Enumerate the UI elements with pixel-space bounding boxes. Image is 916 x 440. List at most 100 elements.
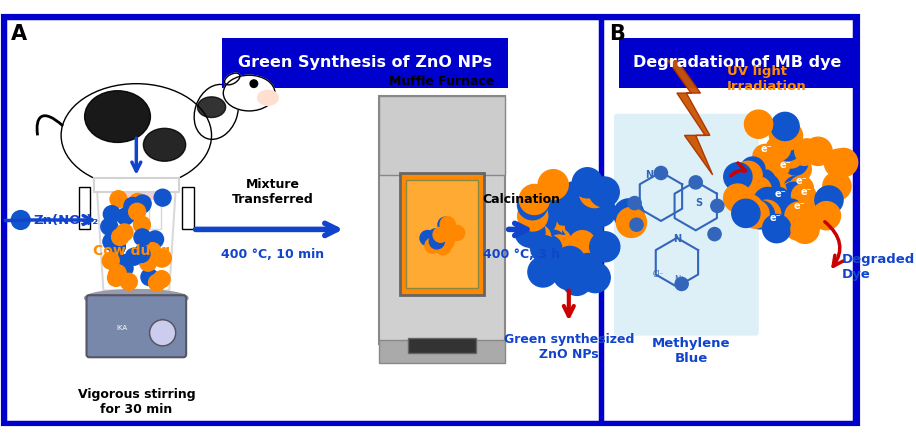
FancyBboxPatch shape [379, 96, 505, 175]
Circle shape [536, 235, 562, 262]
FancyBboxPatch shape [149, 187, 161, 229]
Circle shape [587, 199, 613, 226]
Text: e⁻: e⁻ [801, 187, 812, 197]
Circle shape [538, 170, 568, 200]
Circle shape [124, 198, 141, 214]
Circle shape [553, 260, 583, 290]
Circle shape [589, 177, 619, 207]
Text: B: B [609, 25, 625, 44]
Circle shape [125, 248, 142, 265]
Circle shape [535, 193, 562, 219]
Circle shape [780, 164, 805, 189]
Circle shape [787, 157, 812, 182]
Circle shape [565, 193, 591, 219]
Circle shape [103, 233, 120, 250]
Circle shape [540, 188, 567, 214]
Circle shape [766, 187, 790, 212]
Circle shape [771, 199, 799, 227]
Circle shape [431, 231, 446, 246]
Circle shape [771, 112, 799, 140]
Ellipse shape [84, 290, 188, 307]
Circle shape [108, 267, 125, 283]
Text: S: S [695, 198, 703, 208]
Ellipse shape [117, 180, 165, 200]
Circle shape [590, 232, 620, 262]
Circle shape [770, 158, 795, 182]
Circle shape [789, 211, 817, 239]
Circle shape [774, 122, 802, 150]
Circle shape [557, 219, 583, 246]
Circle shape [116, 224, 133, 241]
FancyBboxPatch shape [94, 178, 179, 192]
Circle shape [540, 227, 565, 253]
Circle shape [732, 199, 760, 227]
Circle shape [777, 157, 802, 182]
Text: Vigorous stirring
for 30 min: Vigorous stirring for 30 min [78, 388, 195, 415]
Circle shape [793, 194, 822, 222]
Circle shape [153, 250, 170, 267]
Text: e⁻: e⁻ [760, 144, 772, 154]
Text: Zn(NO₃)₂: Zn(NO₃)₂ [34, 213, 99, 227]
Circle shape [616, 207, 647, 238]
Circle shape [761, 179, 786, 203]
Text: Methylene
Blue: Methylene Blue [652, 337, 730, 365]
Circle shape [111, 253, 128, 270]
Circle shape [630, 218, 643, 231]
Circle shape [519, 184, 550, 215]
Circle shape [529, 195, 554, 222]
Text: e⁻: e⁻ [780, 161, 791, 170]
Circle shape [585, 196, 616, 227]
FancyBboxPatch shape [112, 187, 123, 229]
Circle shape [129, 194, 147, 210]
Text: N: N [673, 234, 681, 244]
Circle shape [753, 200, 780, 228]
Circle shape [780, 155, 804, 179]
Circle shape [110, 191, 127, 208]
Circle shape [741, 200, 769, 228]
Circle shape [528, 257, 558, 287]
Circle shape [433, 227, 448, 242]
Ellipse shape [224, 73, 240, 85]
Circle shape [107, 269, 125, 286]
Circle shape [104, 206, 120, 223]
Circle shape [133, 246, 150, 262]
Text: e⁻: e⁻ [775, 189, 786, 199]
Circle shape [562, 218, 588, 244]
Polygon shape [668, 60, 713, 175]
Circle shape [436, 240, 451, 255]
Circle shape [747, 177, 771, 202]
Circle shape [783, 150, 808, 175]
Circle shape [823, 172, 851, 200]
Circle shape [420, 231, 435, 246]
Circle shape [754, 187, 782, 216]
Circle shape [533, 218, 560, 244]
Circle shape [785, 202, 813, 230]
Text: 400 °C, 3 h: 400 °C, 3 h [484, 248, 561, 261]
Circle shape [535, 219, 562, 245]
Circle shape [776, 199, 804, 227]
FancyBboxPatch shape [406, 180, 477, 288]
Circle shape [438, 217, 453, 232]
Circle shape [558, 246, 584, 272]
Circle shape [529, 208, 556, 234]
FancyBboxPatch shape [379, 96, 505, 344]
Text: 400 °C, 10 min: 400 °C, 10 min [221, 248, 324, 261]
Circle shape [555, 246, 585, 276]
Text: A: A [11, 25, 27, 44]
Circle shape [815, 186, 843, 214]
FancyBboxPatch shape [86, 295, 186, 357]
Circle shape [757, 168, 781, 192]
Circle shape [781, 163, 805, 187]
Circle shape [572, 168, 603, 198]
Circle shape [147, 231, 164, 248]
Circle shape [784, 212, 812, 240]
Polygon shape [97, 187, 176, 290]
Ellipse shape [257, 90, 278, 105]
Text: IKA: IKA [116, 325, 128, 331]
Circle shape [561, 220, 586, 246]
Circle shape [779, 143, 803, 168]
Circle shape [134, 229, 151, 246]
Circle shape [628, 197, 641, 209]
Circle shape [724, 184, 752, 212]
Circle shape [711, 199, 724, 213]
